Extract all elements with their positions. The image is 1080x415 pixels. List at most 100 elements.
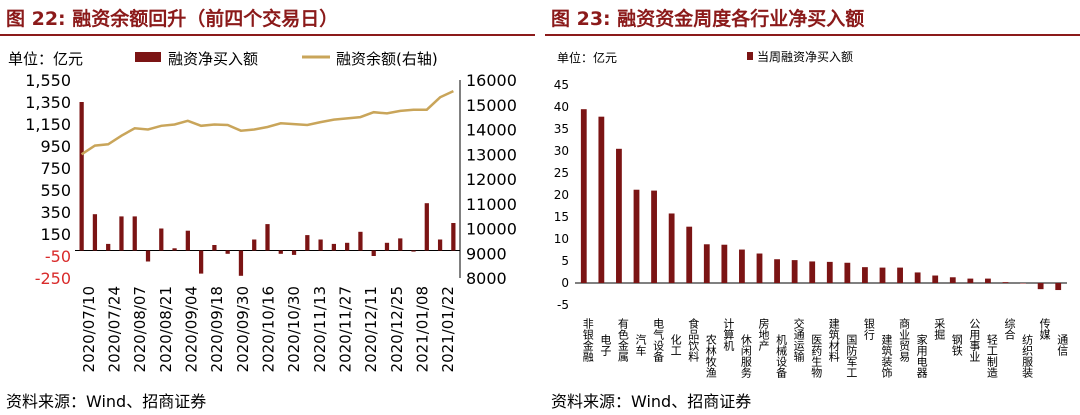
y-tick-label: 25 bbox=[554, 166, 569, 180]
legend-label-net-buy: 融资净买入额 bbox=[168, 50, 258, 68]
right-y-tick-label: 14000 bbox=[466, 121, 517, 140]
bar-industry bbox=[598, 116, 605, 284]
y-tick-label: -5 bbox=[557, 298, 569, 312]
left-title-rule bbox=[0, 34, 535, 36]
bar-industry bbox=[668, 213, 675, 283]
bar-industry bbox=[580, 109, 587, 283]
y-tick-label: 35 bbox=[554, 122, 569, 136]
category-label: 国防军工 bbox=[845, 334, 858, 378]
left-y-tick-label: 1,150 bbox=[25, 115, 71, 134]
category-label: 机械设备 bbox=[775, 333, 788, 379]
bar-industry bbox=[862, 267, 868, 283]
category-label: 商业贸易 bbox=[898, 317, 911, 363]
category-label: 银行 bbox=[862, 317, 875, 341]
bar-net-buy bbox=[159, 228, 164, 251]
y-tick-label: 0 bbox=[561, 276, 569, 290]
category-label: 纺织服装 bbox=[1021, 333, 1034, 379]
legend-swatch-net-buy bbox=[135, 52, 161, 62]
bar-net-buy bbox=[106, 243, 111, 251]
bar-industry bbox=[703, 244, 710, 283]
x-tick-label: 2020/12/11 bbox=[362, 286, 380, 372]
category-label: 电子 bbox=[599, 334, 612, 356]
bar-net-buy bbox=[318, 239, 323, 251]
bar-industry bbox=[897, 267, 903, 283]
left-y-tick-label: 1,550 bbox=[25, 71, 71, 90]
right-y-tick-label: 8000 bbox=[466, 269, 507, 288]
bar-industry bbox=[756, 253, 763, 283]
right-title-rule bbox=[545, 34, 1080, 36]
left-y-tick-label: 1,350 bbox=[25, 93, 71, 112]
bar-industry bbox=[879, 267, 886, 283]
bar-net-buy bbox=[371, 250, 376, 256]
left-chart-title: 图 22: 融资余额回升（前四个交易日） bbox=[6, 8, 339, 30]
category-label: 交通运输 bbox=[792, 317, 805, 363]
x-tick-label: 2020/11/27 bbox=[337, 286, 355, 372]
category-label: 有色金属 bbox=[616, 317, 629, 363]
right-unit-label: 单位：亿元 bbox=[557, 50, 617, 65]
bar-industry bbox=[1020, 283, 1026, 284]
bar-net-buy bbox=[238, 250, 244, 276]
bar-net-buy bbox=[185, 230, 190, 251]
bar-industry bbox=[651, 190, 657, 283]
category-label: 公用事业 bbox=[968, 318, 981, 362]
category-label: 房地产 bbox=[757, 318, 770, 352]
bar-industry bbox=[844, 262, 851, 283]
bar-net-buy bbox=[424, 203, 429, 251]
bar-net-buy bbox=[119, 216, 124, 251]
x-tick-label: 2021/01/08 bbox=[414, 286, 432, 372]
x-tick-label: 2020/10/16 bbox=[260, 286, 278, 372]
left-chart-source: 资料来源：Wind、招商证券 bbox=[6, 392, 207, 411]
category-label: 家用电器 bbox=[915, 333, 928, 379]
right-y-tick-label: 16000 bbox=[466, 71, 517, 90]
bar-industry bbox=[721, 244, 728, 283]
bar-industry bbox=[932, 275, 939, 283]
right-y-tick-label: 11000 bbox=[466, 195, 517, 214]
category-label: 综合 bbox=[1003, 317, 1016, 340]
bar-net-buy bbox=[145, 250, 151, 262]
x-tick-label: 2020/07/24 bbox=[106, 286, 124, 372]
category-label: 轻工制造 bbox=[985, 333, 998, 378]
bar-net-buy bbox=[331, 243, 337, 251]
bar-net-buy bbox=[411, 250, 416, 252]
bar-industry bbox=[914, 272, 921, 283]
y-tick-label: 5 bbox=[561, 254, 569, 268]
bar-industry bbox=[949, 277, 956, 283]
category-label: 医药生物 bbox=[810, 334, 823, 378]
category-label: 休闲服务 bbox=[739, 334, 752, 378]
bar-net-buy bbox=[451, 223, 456, 251]
x-tick-label: 2020/09/04 bbox=[183, 286, 201, 372]
y-tick-label: 15 bbox=[554, 210, 569, 224]
bar-net-buy bbox=[198, 250, 204, 274]
right-chart-svg: 单位：亿元 当周融资净买入额 45 40 35 30 25 20 15 10 5 0 -5 非银金融 电子有… bbox=[554, 50, 1069, 379]
bar-industry bbox=[633, 189, 640, 283]
bar-industry bbox=[1037, 283, 1044, 290]
x-tick-label: 2020/09/30 bbox=[234, 286, 252, 372]
left-unit-label: 单位：亿元 bbox=[8, 50, 83, 68]
bar-net-buy bbox=[212, 245, 217, 251]
bar-net-buy bbox=[398, 238, 403, 251]
legend-label-balance: 融资余额(右轴) bbox=[336, 50, 438, 68]
bar-net-buy bbox=[345, 242, 350, 251]
bar-net-buy bbox=[92, 214, 98, 251]
bar-net-buy bbox=[291, 250, 297, 255]
bar-net-buy bbox=[305, 235, 310, 251]
right-chart-panel: 图 23: 融资资金周度各行业净买入额 单位：亿元 当周融资净买入额 45 40 35 3… bbox=[545, 0, 1080, 415]
x-tick-label: 2020/08/07 bbox=[131, 286, 149, 372]
y-tick-label: 30 bbox=[554, 144, 569, 158]
category-label: 通信 bbox=[1056, 334, 1069, 357]
bar-industry bbox=[686, 226, 693, 283]
bar-net-buy bbox=[437, 239, 443, 251]
bar-industry bbox=[985, 278, 991, 283]
x-tick-label: 2021/01/22 bbox=[439, 286, 457, 372]
category-label: 农林牧渔 bbox=[704, 333, 717, 379]
left-y-tick-label: 150 bbox=[40, 225, 71, 244]
y-tick-label: 20 bbox=[554, 188, 569, 202]
x-tick-label: 2020/07/10 bbox=[80, 286, 98, 372]
left-y-tick-label: 550 bbox=[40, 181, 71, 200]
right-chart-title: 图 23: 融资资金周度各行业净买入额 bbox=[551, 8, 865, 30]
right-y-tick-label: 9000 bbox=[466, 244, 507, 263]
x-tick-label: 2020/08/21 bbox=[157, 286, 175, 372]
left-y-tick-label: 750 bbox=[40, 159, 71, 178]
legend-swatch-weekly bbox=[747, 52, 753, 60]
bar-industry bbox=[774, 259, 780, 283]
